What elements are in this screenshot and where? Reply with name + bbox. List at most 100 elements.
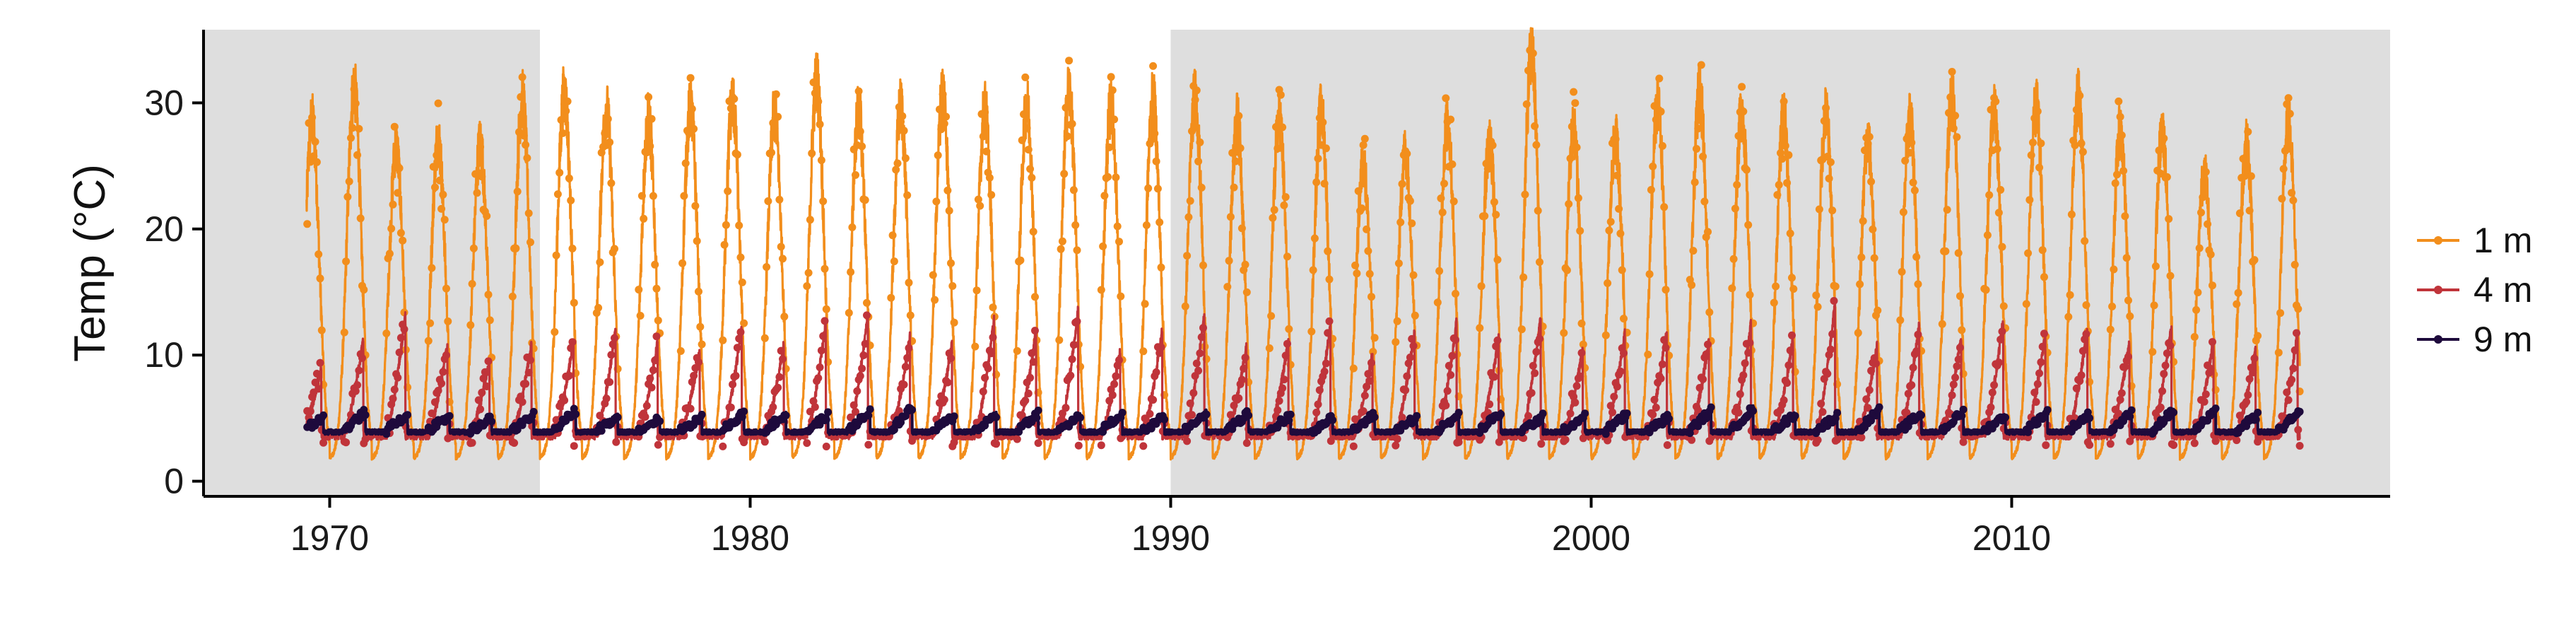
data-point xyxy=(1537,440,1546,448)
data-point xyxy=(1604,279,1612,287)
data-point xyxy=(1115,238,1123,246)
data-point xyxy=(852,407,859,416)
data-point xyxy=(343,192,352,201)
data-point xyxy=(1608,408,1616,416)
data-point xyxy=(1772,282,1780,291)
data-point xyxy=(720,240,729,249)
data-point xyxy=(442,351,450,359)
data-point xyxy=(431,183,439,192)
data-point xyxy=(943,378,952,387)
data-point xyxy=(387,224,396,233)
data-point xyxy=(2035,369,2044,378)
data-point xyxy=(1874,306,1882,315)
data-point xyxy=(1825,175,1833,182)
data-point xyxy=(1448,160,1457,168)
data-point xyxy=(426,319,435,327)
data-point xyxy=(688,105,696,113)
y-tick-label: 20 xyxy=(144,209,184,249)
data-point xyxy=(1736,390,1744,398)
data-point xyxy=(1403,372,1411,380)
data-point xyxy=(565,174,573,182)
data-point xyxy=(2276,309,2285,317)
data-point xyxy=(1611,135,1620,144)
data-point xyxy=(808,149,816,158)
data-point xyxy=(1312,408,1321,416)
data-point xyxy=(719,442,727,450)
data-point xyxy=(822,443,830,450)
data-point xyxy=(1242,288,1251,296)
data-point xyxy=(940,395,948,404)
data-point xyxy=(1223,283,1232,291)
data-point xyxy=(434,387,442,395)
data-point xyxy=(1351,261,1360,269)
data-point xyxy=(395,164,404,173)
data-point xyxy=(1068,119,1076,128)
data-point xyxy=(989,333,997,342)
data-point xyxy=(976,202,984,210)
data-point xyxy=(822,416,830,424)
data-point xyxy=(676,347,685,355)
data-point xyxy=(2071,141,2079,149)
data-point xyxy=(358,354,366,362)
data-point xyxy=(1034,407,1042,414)
data-point xyxy=(310,152,318,160)
data-point xyxy=(466,321,475,329)
data-point xyxy=(1228,425,1237,433)
data-point xyxy=(1992,98,2000,105)
data-point xyxy=(428,264,436,272)
data-point xyxy=(1896,316,1905,325)
data-point xyxy=(1577,320,1586,327)
data-point xyxy=(1186,399,1194,407)
data-point xyxy=(1152,368,1160,376)
data-point xyxy=(1744,412,1753,419)
data-point xyxy=(1615,204,1623,213)
data-point xyxy=(848,223,857,231)
data-point xyxy=(2166,342,2175,350)
data-point xyxy=(1917,411,1926,419)
data-point xyxy=(950,318,958,327)
data-point xyxy=(1561,436,1570,444)
x-tick-label: 1980 xyxy=(711,518,789,558)
data-point xyxy=(1660,203,1669,211)
data-point xyxy=(856,127,864,136)
data-point xyxy=(350,85,358,93)
data-point xyxy=(1649,162,1657,170)
data-point xyxy=(1998,327,2006,336)
data-point xyxy=(1660,336,1669,344)
data-point xyxy=(314,385,323,393)
data-point xyxy=(2250,354,2259,363)
data-point xyxy=(934,151,942,160)
plot-series xyxy=(303,27,2304,461)
data-point xyxy=(1733,180,1741,189)
data-point xyxy=(1996,186,2005,194)
data-point xyxy=(1398,414,1406,421)
data-point xyxy=(1616,367,1625,375)
data-point xyxy=(1605,226,1613,235)
data-point xyxy=(1108,391,1117,399)
data-point xyxy=(847,413,855,421)
data-point xyxy=(1280,375,1288,384)
data-point xyxy=(1183,252,1192,260)
data-point xyxy=(1859,217,1867,226)
data-point xyxy=(2290,260,2299,269)
data-point xyxy=(613,413,622,421)
data-point xyxy=(2163,349,2171,358)
data-point xyxy=(2030,114,2039,122)
data-point xyxy=(2293,329,2300,337)
data-point xyxy=(1061,404,1070,412)
data-point xyxy=(1909,363,1917,372)
data-point xyxy=(1531,122,1539,130)
data-point xyxy=(1662,286,1670,294)
data-point xyxy=(1688,281,1696,289)
data-point xyxy=(982,147,991,156)
data-point xyxy=(2082,301,2090,309)
data-point xyxy=(570,298,578,307)
data-point xyxy=(1699,152,1707,160)
data-point xyxy=(2211,437,2220,445)
data-point xyxy=(1867,416,1876,425)
data-point xyxy=(1563,266,1571,274)
data-point xyxy=(1856,280,1864,288)
data-point xyxy=(1658,360,1666,368)
data-point xyxy=(932,197,941,206)
data-point xyxy=(1688,436,1696,444)
